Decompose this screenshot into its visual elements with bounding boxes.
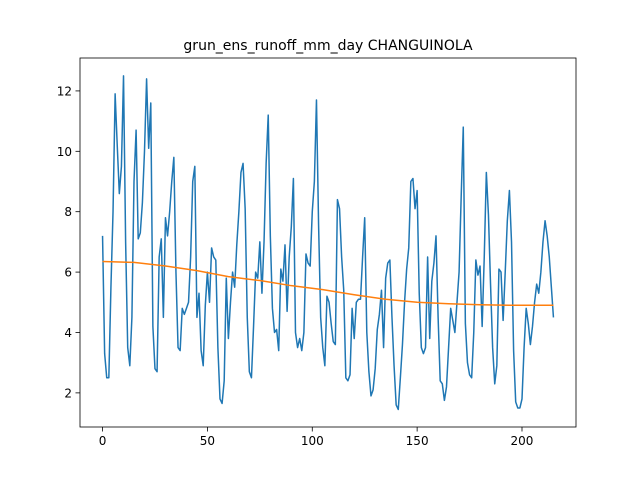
y-tick-label: 4 — [64, 326, 72, 340]
x-tick-label: 200 — [511, 434, 534, 448]
x-tick-label: 100 — [301, 434, 324, 448]
chart-title: grun_ens_runoff_mm_day CHANGUINOLA — [183, 38, 473, 54]
y-tick-label: 2 — [64, 386, 72, 400]
x-tick-label: 150 — [406, 434, 429, 448]
x-tick-label: 50 — [200, 434, 215, 448]
y-tick-label: 6 — [64, 266, 72, 280]
y-tick-label: 8 — [64, 205, 72, 219]
plot-frame — [79, 57, 577, 428]
line-series — [101, 75, 555, 411]
y-tick-label: 10 — [57, 145, 72, 159]
x-tick-label: 0 — [99, 434, 107, 448]
line-series — [102, 260, 554, 307]
y-tick-label: 12 — [57, 84, 72, 98]
